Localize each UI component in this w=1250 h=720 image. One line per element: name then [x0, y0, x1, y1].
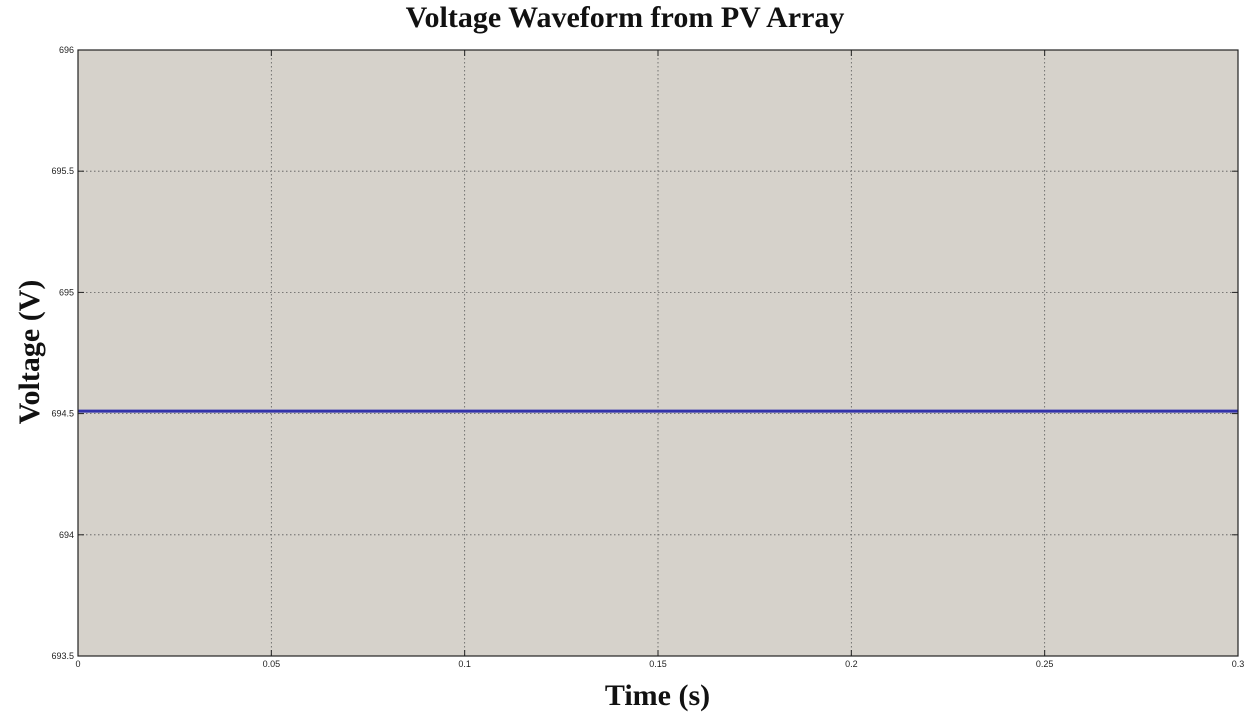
- y-axis-label: Voltage (V): [13, 279, 46, 425]
- y-tick-label: 694.5: [51, 409, 74, 419]
- x-tick-label: 0.25: [1036, 659, 1054, 669]
- y-tick-label: 696: [59, 45, 74, 55]
- x-tick-label: 0.15: [649, 659, 667, 669]
- plot-background: [78, 50, 1238, 656]
- chart-title: Voltage Waveform from PV Array: [405, 1, 845, 34]
- x-tick-label: 0.3: [1232, 659, 1245, 669]
- x-tick-label: 0.05: [263, 659, 281, 669]
- y-tick-label: 695: [59, 287, 74, 297]
- x-axis-label: Time (s): [604, 679, 711, 712]
- y-tick-label: 694: [59, 530, 74, 540]
- y-tick-label: 695.5: [51, 166, 74, 176]
- y-tick-label: 693.5: [51, 651, 74, 661]
- x-tick-label: 0: [75, 659, 80, 669]
- x-tick-label: 0.1: [458, 659, 471, 669]
- x-tick-label: 0.2: [845, 659, 858, 669]
